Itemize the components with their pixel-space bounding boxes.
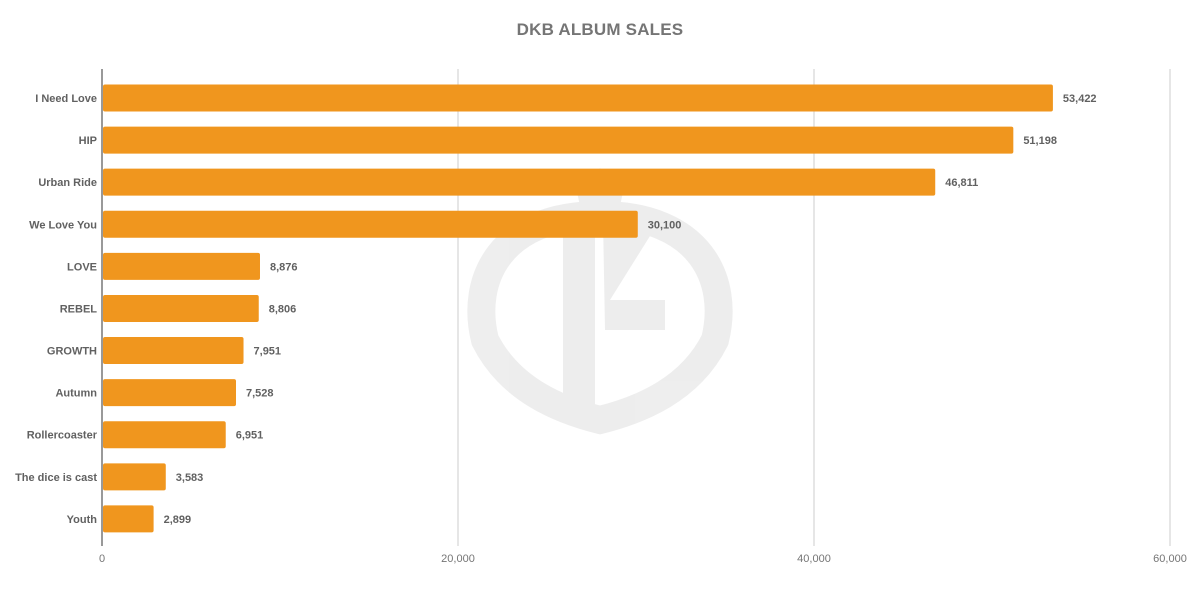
category-label: HIP [79,135,97,147]
x-tick-label: 60,000 [1153,553,1187,565]
category-labels: I Need Love HIP Urban Ride We Love You LOVE R… [15,93,98,526]
value-label: 7,528 [246,388,274,400]
category-label: We Love You [29,219,97,231]
category-label: The dice is cast [15,472,97,484]
value-label: 2,899 [164,514,192,526]
value-label: 8,876 [270,261,298,273]
bar [103,126,1014,154]
bar [103,337,244,365]
bar [103,84,1053,112]
x-tick-label: 0 [99,553,105,565]
category-label: REBEL [60,303,98,315]
bar [103,210,638,238]
category-label: LOVE [67,261,97,273]
category-label: Youth [67,514,98,526]
category-label: GROWTH [47,346,97,358]
category-label: I Need Love [35,93,97,105]
value-label: 53,422 [1063,93,1097,105]
value-label: 3,583 [176,472,204,484]
bar [103,379,236,407]
value-label: 8,806 [269,303,297,315]
category-label: Rollercoaster [27,430,98,442]
bar [103,294,259,322]
x-tick-label: 20,000 [441,553,475,565]
category-label: Urban Ride [38,177,97,189]
bar [103,168,936,196]
watermark-logo [467,168,733,435]
category-label: Autumn [55,388,97,400]
value-label: 6,951 [236,430,264,442]
value-label: 7,951 [254,346,282,358]
value-label: 46,811 [945,177,978,189]
x-axis-ticks: 0 20,000 40,000 60,000 [99,553,1187,565]
value-label: 51,198 [1023,135,1057,147]
bars [103,84,1053,533]
bar [103,505,154,533]
bar [103,421,226,449]
value-labels: 53,422 51,198 46,811 30,100 8,876 8,806 7,951 7… [164,93,1097,526]
bar [103,252,260,280]
chart-title: DKB ALBUM SALES [516,20,684,39]
value-label: 30,100 [648,219,682,231]
x-tick-label: 40,000 [797,553,831,565]
bar [103,463,166,491]
